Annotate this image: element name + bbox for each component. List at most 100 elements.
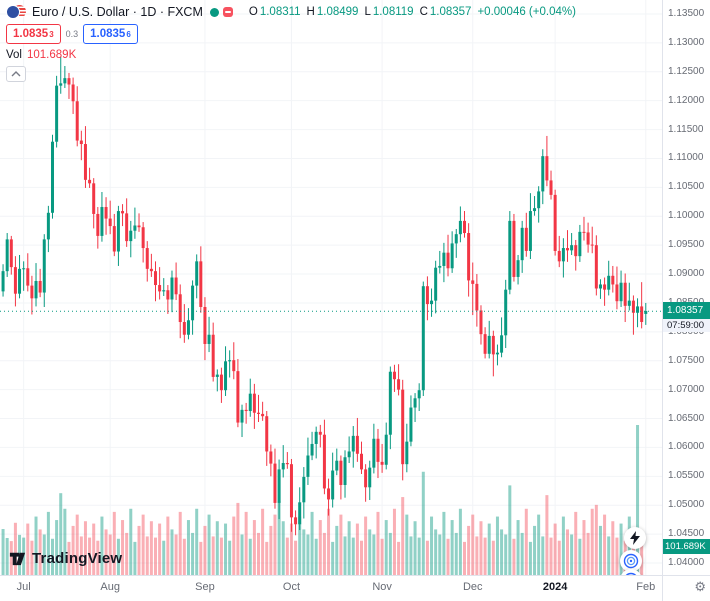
candle-body xyxy=(306,455,310,477)
market-status-icon[interactable] xyxy=(222,7,233,17)
volume-bar xyxy=(129,508,133,575)
candle-body xyxy=(281,463,285,470)
candle-body xyxy=(133,225,137,231)
candle-body xyxy=(46,212,50,240)
volume-axis-badge: 101.689K xyxy=(663,539,710,555)
candlestick-chart[interactable] xyxy=(0,0,662,575)
candle-body xyxy=(450,243,454,269)
minds-button[interactable] xyxy=(620,550,642,572)
volume-bar xyxy=(244,511,248,575)
volume-bar xyxy=(219,537,223,575)
candle-body xyxy=(549,180,553,195)
candle-body xyxy=(203,306,207,344)
candle-body xyxy=(191,285,195,321)
volume-bar xyxy=(162,540,166,575)
volume-bar xyxy=(289,523,293,575)
volume-bar xyxy=(322,532,326,575)
candle-body xyxy=(236,371,240,423)
volume-bar xyxy=(149,521,153,575)
change-value: +0.00046 (+0.04%) xyxy=(477,6,576,18)
candle-body xyxy=(96,213,100,236)
volume-bar xyxy=(327,508,331,575)
volume-bar xyxy=(38,529,42,575)
volume-bar xyxy=(483,537,487,575)
time-tick-label: Oct xyxy=(282,581,301,593)
volume-legend-label: Vol xyxy=(6,49,22,61)
volume-bar xyxy=(372,534,376,575)
candle-body xyxy=(392,371,396,380)
candle-body xyxy=(42,239,46,293)
candle-body xyxy=(116,211,120,252)
volume-bar xyxy=(224,523,228,575)
tradingview-logo[interactable]: TradingView xyxy=(8,549,122,568)
hotlists-button[interactable] xyxy=(620,569,642,575)
volume-bar xyxy=(500,529,504,575)
chevron-up-icon xyxy=(11,71,21,77)
price-axis[interactable]: 1.08357 07:59:00 101.689K 1.13500 1.13000… xyxy=(662,0,710,575)
candle-body xyxy=(405,441,409,465)
volume-bar xyxy=(331,541,335,575)
volume-bar xyxy=(42,534,46,575)
candle-body xyxy=(409,407,413,442)
volume-bar xyxy=(491,540,495,575)
candle-body xyxy=(347,451,351,458)
candle-body xyxy=(388,371,392,435)
candle-body xyxy=(640,306,644,323)
candle-body xyxy=(104,207,108,219)
sell-button[interactable]: 1.0835 3 xyxy=(6,24,61,44)
candle-body xyxy=(598,284,602,289)
chart-canvas[interactable]: Euro / U.S. Dollar · 1D · FXCM O 1.08311 … xyxy=(0,0,662,575)
volume-bar xyxy=(553,523,557,575)
volume-bar xyxy=(195,508,199,575)
volume-bar xyxy=(133,541,137,575)
candle-body xyxy=(570,245,574,251)
volume-bar xyxy=(388,532,392,575)
volume-bar xyxy=(430,516,434,575)
volume-bar xyxy=(55,520,59,575)
volume-bar xyxy=(203,525,207,575)
volume-bar xyxy=(343,536,347,575)
candle-body xyxy=(88,179,92,184)
candle-body xyxy=(145,248,149,269)
volume-bar xyxy=(199,541,203,575)
volume-bar xyxy=(376,511,380,575)
candle-body xyxy=(59,83,63,86)
buy-button[interactable]: 1.0835 6 xyxy=(83,24,138,44)
volume-bar xyxy=(310,511,314,575)
volume-bar xyxy=(34,516,38,575)
price-tick-label: 1.10500 xyxy=(668,181,705,193)
volume-bar xyxy=(487,523,491,575)
time-tick-label: Sep xyxy=(195,581,215,593)
volume-bar xyxy=(368,529,372,575)
volume-bar xyxy=(170,529,174,575)
candle-body xyxy=(343,457,347,485)
tradingview-mark-icon xyxy=(9,552,26,566)
volume-bar xyxy=(228,540,232,575)
volume-bar xyxy=(174,534,178,575)
candle-body xyxy=(182,322,186,335)
candle-body xyxy=(594,245,598,289)
time-axis[interactable]: Jul Aug Sep Oct Nov Dec 2024 Feb xyxy=(0,575,662,601)
realtime-status-icon[interactable] xyxy=(209,7,219,17)
volume-bar xyxy=(401,497,405,575)
candle-body xyxy=(397,379,401,390)
volume-bar xyxy=(207,514,211,575)
boost-button[interactable] xyxy=(624,527,646,549)
candle-body xyxy=(574,245,578,257)
volume-bar xyxy=(30,540,34,575)
time-tick-label: Dec xyxy=(462,581,483,593)
volume-bar xyxy=(75,514,79,575)
volume-bar xyxy=(479,521,483,575)
legend-collapse-button[interactable] xyxy=(6,66,26,82)
candle-body xyxy=(318,431,322,435)
volume-bar xyxy=(211,536,215,575)
volume-bar xyxy=(125,532,129,575)
volume-bar xyxy=(178,511,182,575)
time-tick-label: Jul xyxy=(16,581,31,593)
volume-bar xyxy=(273,514,277,575)
gear-icon[interactable]: ⚙ xyxy=(694,579,706,594)
volume-bar xyxy=(26,523,30,575)
symbol-title[interactable]: Euro / U.S. Dollar · 1D · FXCM xyxy=(32,5,203,19)
candle-body xyxy=(83,144,87,180)
price-tick-label: 1.06000 xyxy=(668,441,705,453)
